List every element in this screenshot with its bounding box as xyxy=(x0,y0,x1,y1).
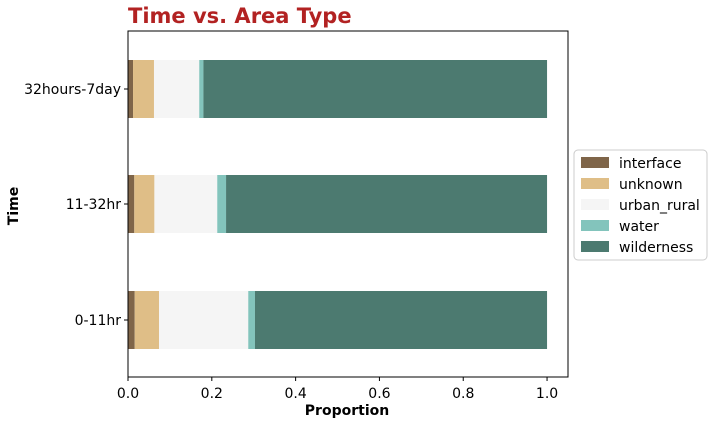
bar-segment-water-32hours-7day xyxy=(199,60,204,118)
legend-box xyxy=(573,149,708,261)
x-tick-label: 0.8 xyxy=(452,386,474,402)
y-axis: 0-11hr 11-32hr 32hours-7day xyxy=(24,82,128,329)
y-tick-label: 32hours-7day xyxy=(24,82,121,98)
x-axis-label: Proportion xyxy=(305,403,389,419)
y-axis-label: Time xyxy=(6,187,22,225)
bar-segment-urban_rural-11-32hr xyxy=(154,175,218,233)
x-axis: 0.0 0.2 0.4 0.6 0.8 1.0 xyxy=(117,377,558,402)
legend-label-urban_rural: urban_rural xyxy=(619,198,700,214)
legend-label-wilderness: wilderness xyxy=(619,240,693,256)
bar-segment-wilderness-32hours-7day xyxy=(203,60,548,118)
legend-swatch-wilderness xyxy=(581,241,609,252)
bar-segment-unknown-0-11hr xyxy=(134,291,160,349)
legend-swatch-unknown xyxy=(581,178,609,189)
y-tick-label: 0-11hr xyxy=(75,313,122,329)
bar-segment-urban_rural-32hours-7day xyxy=(153,60,200,118)
legend-label-water: water xyxy=(619,219,659,235)
legend-swatch-water xyxy=(581,220,609,231)
bar-segment-unknown-11-32hr xyxy=(134,175,155,233)
bar-segment-water-0-11hr xyxy=(248,291,255,349)
y-tick-label: 11-32hr xyxy=(66,197,122,213)
x-tick-label: 0.2 xyxy=(201,386,223,402)
bar-segment-wilderness-11-32hr xyxy=(226,175,548,233)
x-tick-label: 1.0 xyxy=(536,386,558,402)
bar-segment-interface-0-11hr xyxy=(128,291,135,349)
x-tick-label: 0.0 xyxy=(117,386,139,402)
x-tick-label: 0.6 xyxy=(368,386,390,402)
bar-segment-interface-11-32hr xyxy=(128,175,135,233)
chart-title: Time vs. Area Type xyxy=(128,4,352,28)
bar-segment-interface-32hours-7day xyxy=(128,60,134,118)
bar-segment-urban_rural-0-11hr xyxy=(159,291,249,349)
bar-segment-wilderness-0-11hr xyxy=(254,291,548,349)
x-tick-label: 0.4 xyxy=(284,386,306,402)
legend-label-interface: interface xyxy=(619,156,681,172)
legend-swatch-interface xyxy=(581,157,609,168)
plot-area xyxy=(127,30,569,378)
bar-segment-water-11-32hr xyxy=(217,175,227,233)
bar-segment-unknown-32hours-7day xyxy=(133,60,154,118)
legend-label-unknown: unknown xyxy=(619,177,683,193)
legend-swatch-urban_rural xyxy=(581,199,609,210)
